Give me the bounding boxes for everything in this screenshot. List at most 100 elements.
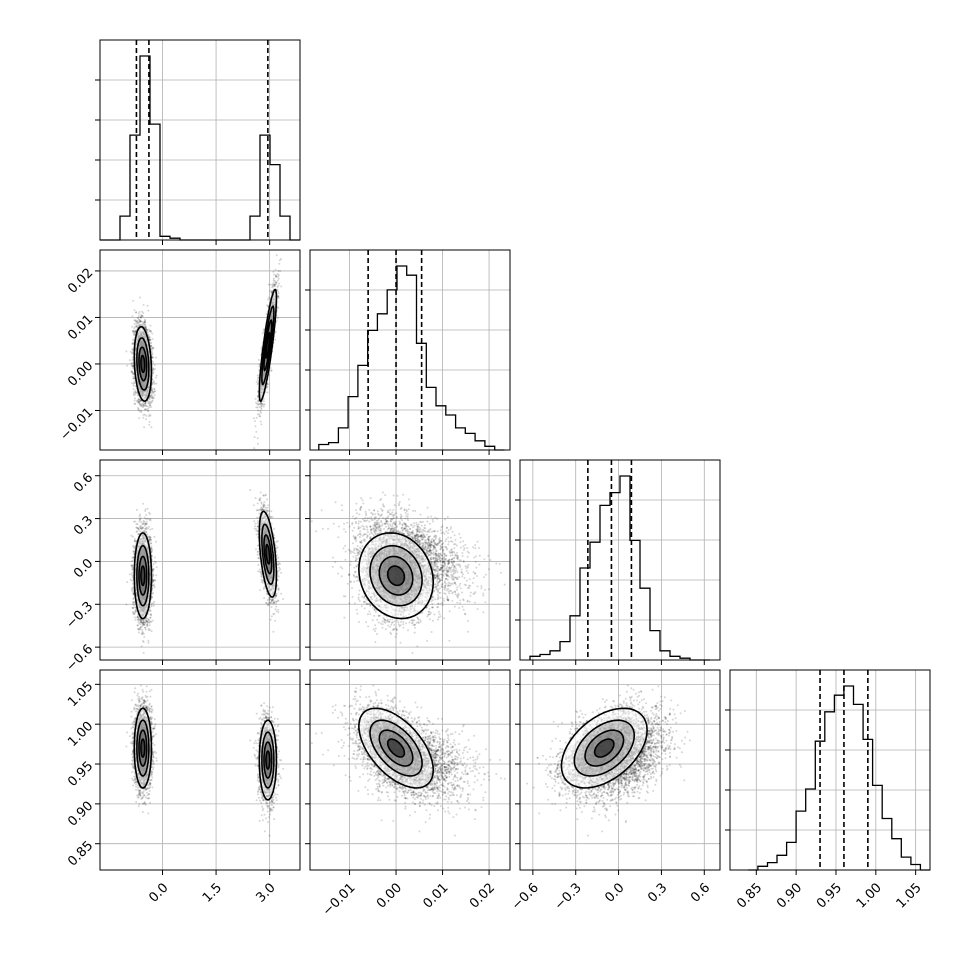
sample-point [258, 363, 261, 366]
sample-point [135, 321, 138, 323]
sample-point [138, 417, 141, 420]
sample-point [270, 290, 273, 292]
sample-point [142, 404, 145, 407]
sample-point [137, 397, 140, 400]
sample-point [277, 295, 280, 298]
sample-point [139, 324, 142, 326]
sample-point [140, 313, 143, 316]
sample-point [259, 403, 262, 406]
sample-point [273, 284, 276, 286]
sample-point [275, 281, 278, 284]
sample-point [277, 295, 279, 298]
sample-point [148, 413, 151, 416]
sample-point [152, 367, 154, 370]
sample-point [148, 402, 150, 405]
sample-point [144, 326, 147, 329]
sample-point [148, 398, 151, 401]
sample-point [152, 368, 155, 371]
sample-point [256, 383, 259, 386]
sample-point [128, 359, 131, 362]
sample-point [256, 379, 259, 381]
sample-point [131, 315, 134, 318]
sample-point [271, 283, 274, 286]
sample-point [153, 388, 156, 391]
sample-point [144, 402, 147, 405]
sample-point [131, 356, 134, 359]
sample-point [254, 397, 257, 400]
sample-point [270, 292, 273, 295]
sample-point [148, 330, 151, 333]
sample-point [258, 413, 261, 416]
sample-point [280, 285, 283, 288]
sample-point [142, 413, 145, 416]
sample-point [148, 420, 151, 423]
sample-point [145, 325, 147, 328]
sample-point [134, 330, 137, 333]
sample-point [143, 413, 146, 416]
sample-point [260, 404, 263, 407]
sample-point [151, 332, 154, 335]
sample-point [133, 333, 136, 336]
sample-point [260, 402, 263, 405]
sample-point [150, 426, 153, 429]
sample-point [143, 326, 146, 329]
sample-point [151, 356, 154, 359]
sample-point [273, 283, 276, 286]
sample-point [269, 283, 272, 286]
sample-point [132, 330, 135, 333]
sample-point [135, 311, 137, 314]
sample-point [273, 283, 276, 286]
sample-point [257, 409, 260, 412]
sample-point [143, 426, 146, 429]
sample-point [131, 348, 134, 351]
sample-point [263, 403, 266, 406]
sample-point [146, 329, 149, 332]
sample-point [137, 400, 140, 403]
sample-point [138, 402, 141, 405]
sample-point [145, 328, 147, 331]
sample-point [276, 273, 279, 276]
sample-point [255, 430, 258, 433]
sample-point [143, 324, 146, 326]
sample-point [144, 319, 146, 322]
sample-point [132, 372, 134, 375]
sample-point [149, 338, 152, 341]
sample-point [133, 381, 136, 383]
sample-point [137, 316, 140, 319]
sample-point [155, 356, 158, 359]
sample-point [133, 330, 136, 333]
sample-point [151, 372, 154, 375]
sample-point [133, 334, 136, 337]
sample-point [270, 369, 273, 372]
sample-point [130, 362, 133, 365]
sample-point [256, 374, 259, 377]
sample-point [135, 325, 138, 327]
sample-point [146, 407, 149, 410]
sample-point [270, 369, 273, 372]
sample-point [142, 406, 145, 408]
sample-point [133, 319, 136, 322]
sample-point [151, 395, 154, 398]
sample-point [255, 406, 258, 409]
sample-point [131, 358, 134, 361]
histogram-2 [529, 475, 710, 661]
sample-point [266, 304, 269, 307]
sample-point [256, 395, 259, 398]
sample-point [272, 282, 275, 284]
sample-point [271, 286, 274, 289]
sample-point [143, 404, 146, 407]
sample-point [130, 382, 133, 385]
sample-point [141, 405, 144, 408]
diag-panel-2 [515, 459, 721, 665]
sample-point [149, 406, 152, 408]
sample-point [152, 361, 154, 364]
sample-point [135, 325, 138, 328]
sample-point [139, 320, 142, 323]
sample-point [152, 347, 155, 350]
sample-point [132, 377, 135, 380]
sample-point [275, 275, 278, 278]
sample-point [269, 289, 271, 292]
sample-point [131, 365, 134, 368]
sample-point [136, 320, 139, 323]
histogram-3 [748, 685, 930, 871]
